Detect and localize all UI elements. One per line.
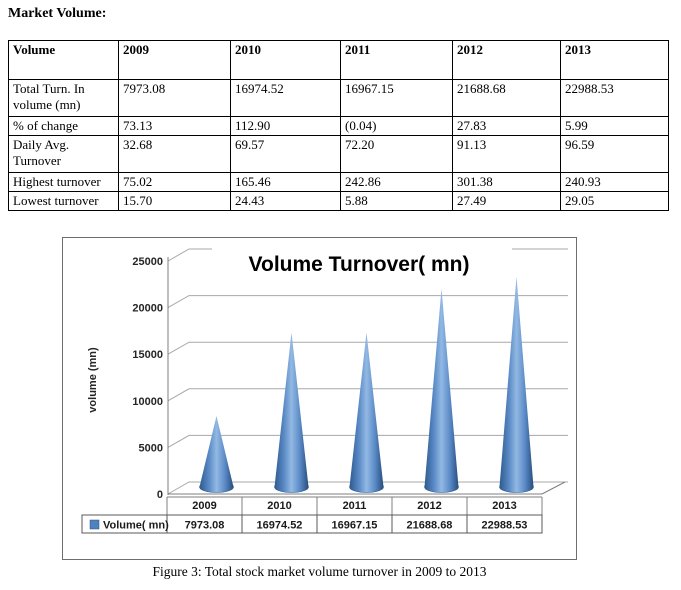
cell: 7973.08	[118, 79, 231, 117]
data-table-value: 16967.15	[332, 520, 378, 532]
cell: (0.04)	[340, 116, 453, 136]
cell: 27.83	[452, 116, 561, 136]
cell: 27.49	[452, 190, 561, 211]
cone-2012	[424, 288, 459, 487]
cell: 24.43	[230, 190, 341, 211]
cell: 73.13	[118, 116, 231, 136]
data-table-values: 7973.08 16974.52 16967.15 21688.68 22988…	[185, 520, 528, 532]
table-row: Daily Avg. Turnover 32.68 69.57 72.20 91…	[8, 134, 669, 173]
col-header-2010: 2010	[230, 40, 341, 80]
figure-caption: Figure 3: Total stock market volume turn…	[152, 564, 487, 579]
row-label: Daily Avg. Turnover	[8, 134, 119, 173]
chart-title: Volume Turnover( mn)	[249, 253, 470, 276]
cell: 21688.68	[452, 79, 561, 117]
data-table-value: 21688.68	[407, 520, 453, 532]
cell: 29.05	[560, 190, 669, 211]
category-label: 2013	[492, 500, 516, 512]
data-table-value: 16974.52	[257, 520, 303, 532]
cell: 301.38	[452, 171, 561, 192]
chart-frame	[62, 237, 577, 560]
category-labels: 2009 2010 2011 2012 2013	[192, 500, 516, 512]
table-row: Highest turnover 75.02 165.46 242.86 301…	[8, 171, 669, 192]
cell: 72.20	[340, 134, 453, 173]
row-label: Total Turn. In volume (mn)	[8, 79, 119, 117]
cell: 5.88	[340, 190, 453, 211]
cell: 16967.15	[340, 79, 453, 117]
floor-right-edge	[541, 481, 566, 495]
category-label: 2010	[267, 500, 291, 512]
col-header-2011: 2011	[340, 40, 453, 80]
cone-2011	[349, 332, 384, 487]
cone-2013	[499, 276, 534, 487]
y-tick: 20000	[132, 303, 163, 315]
cell: 242.86	[340, 171, 453, 192]
table-row: Total Turn. In volume (mn) 7973.08 16974…	[8, 79, 669, 117]
y-tick: 10000	[132, 396, 163, 408]
cell: 75.02	[118, 171, 231, 192]
data-table-value: 7973.08	[185, 520, 225, 532]
category-label: 2012	[417, 500, 441, 512]
cell: 69.57	[230, 134, 341, 173]
volume-turnover-chart: 0 5000 10000 15000 20000 25000 volume (m…	[62, 237, 577, 560]
category-label: 2011	[343, 500, 367, 512]
cone-series	[199, 276, 534, 493]
cell: 96.59	[560, 134, 669, 173]
category-label: 2009	[192, 500, 216, 512]
cone-2010	[274, 332, 309, 487]
col-header-volume: Volume	[8, 40, 119, 80]
title-background	[212, 248, 512, 280]
cell: 240.93	[560, 171, 669, 192]
category-band	[166, 496, 543, 515]
col-header-2012: 2012	[452, 40, 561, 80]
row-label: % of change	[8, 116, 119, 136]
page-heading: Market Volume:	[8, 6, 107, 21]
market-volume-table: Volume 2009 2010 2011 2012 2013 Total Tu…	[8, 40, 669, 211]
cell: 15.70	[118, 190, 231, 211]
table-header-row: Volume 2009 2010 2011 2012 2013	[8, 40, 669, 80]
cell: 32.68	[118, 134, 231, 173]
cell: 16974.52	[230, 79, 341, 117]
cell: 5.99	[560, 116, 669, 136]
row-label: Highest turnover	[8, 171, 119, 192]
axes	[167, 257, 566, 495]
y-tick: 25000	[132, 256, 163, 268]
y-tick: 5000	[139, 442, 163, 454]
y-tick: 0	[157, 489, 163, 501]
cell: 112.90	[230, 116, 341, 136]
col-header-2009: 2009	[118, 40, 231, 80]
cell: 22988.53	[560, 79, 669, 117]
y-tick-labels: 0 5000 10000 15000 20000 25000	[132, 256, 163, 501]
y-axis-title: volume (mn)	[87, 347, 99, 413]
data-table-grid	[81, 514, 543, 534]
cone-2009	[199, 416, 234, 487]
cell: 165.46	[230, 171, 341, 192]
y-tick: 15000	[132, 349, 163, 361]
legend-label: Volume( mn)	[103, 520, 169, 532]
data-table-value: 22988.53	[482, 520, 528, 532]
table-row: % of change 73.13 112.90 (0.04) 27.83 5.…	[8, 116, 669, 136]
table-row: Lowest turnover 15.70 24.43 5.88 27.49 2…	[8, 190, 669, 211]
cell: 91.13	[452, 134, 561, 173]
col-header-2013: 2013	[560, 40, 669, 80]
row-label: Lowest turnover	[8, 190, 119, 211]
legend-swatch-icon	[89, 519, 100, 530]
